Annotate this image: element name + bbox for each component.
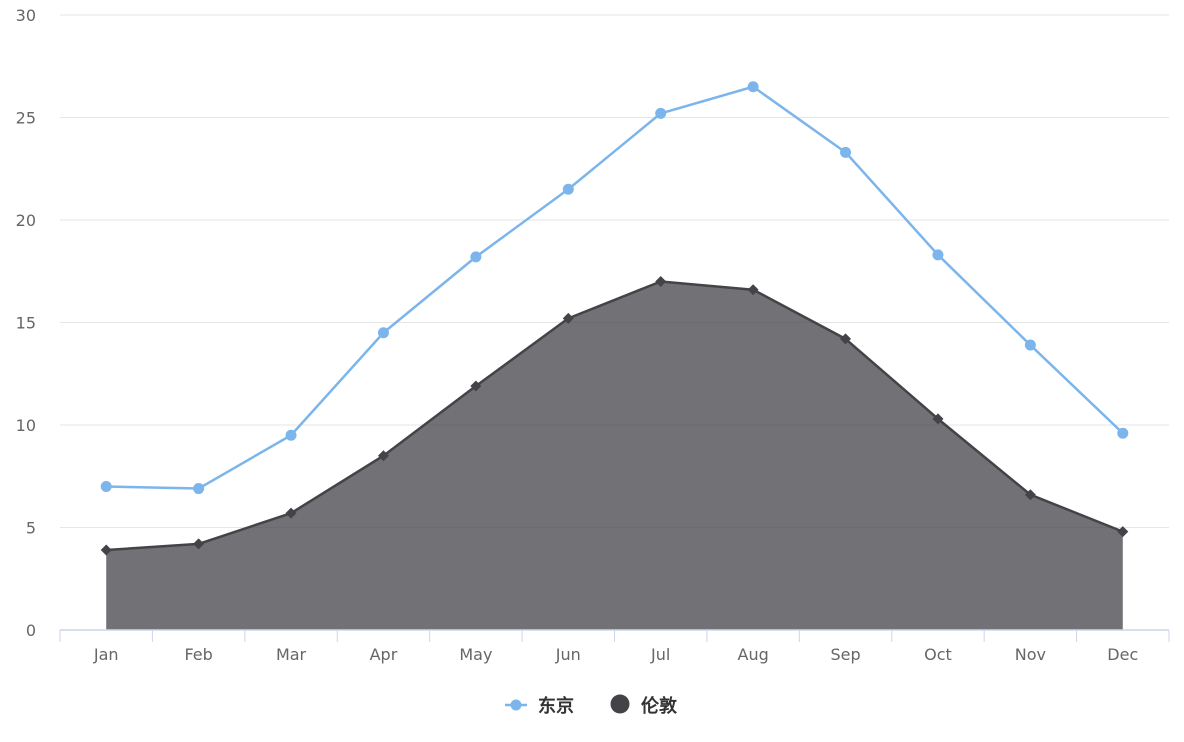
data-point[interactable]	[562, 183, 574, 195]
y-tick-label: 10	[16, 416, 36, 435]
data-point[interactable]	[377, 450, 389, 462]
legend-item-1[interactable]: 伦敦	[610, 694, 678, 718]
data-point[interactable]	[840, 333, 852, 345]
legend-item-0[interactable]: 东京	[505, 695, 574, 717]
x-tick-label: Jun	[555, 645, 581, 664]
legend-marker-symbol	[610, 694, 630, 714]
x-tick-label: Oct	[924, 645, 952, 664]
data-point[interactable]	[655, 107, 667, 119]
data-point[interactable]	[747, 81, 759, 93]
data-point[interactable]	[100, 544, 112, 556]
y-tick-label: 15	[16, 314, 36, 333]
legend-label: 伦敦	[641, 695, 678, 717]
x-tick-label: Feb	[184, 645, 212, 664]
data-point[interactable]	[932, 413, 944, 425]
x-tick-label: May	[459, 645, 492, 664]
legend[interactable]: 东京 伦敦	[505, 694, 678, 718]
data-point[interactable]	[747, 284, 759, 296]
x-tick-label: Dec	[1107, 645, 1138, 664]
y-tick-label: 25	[16, 109, 36, 128]
x-tick-label: Nov	[1015, 645, 1046, 664]
data-point[interactable]	[470, 380, 482, 392]
data-point[interactable]	[655, 276, 667, 287]
data-point[interactable]	[377, 327, 389, 339]
x-tick-label: Aug	[738, 645, 769, 664]
data-point[interactable]	[193, 483, 205, 495]
marker-layer[interactable]	[100, 81, 1129, 556]
series-line-1	[104, 280, 1125, 552]
line-series-layer	[104, 85, 1125, 552]
x-tick-label: Mar	[276, 645, 307, 664]
data-point[interactable]	[1117, 526, 1129, 538]
data-point[interactable]	[1117, 427, 1129, 439]
x-axis-labels: Jan Feb Mar Apr May Jun Jul Aug Sep Oct Nov Dec	[93, 645, 1138, 664]
data-point[interactable]	[840, 146, 852, 158]
data-point[interactable]	[285, 507, 297, 519]
area-series-layer	[106, 281, 1123, 630]
legend-label: 东京	[538, 695, 574, 717]
x-tick-label: Jan	[93, 645, 119, 664]
y-tick-label: 5	[26, 519, 36, 538]
legend-marker-symbol	[510, 699, 522, 711]
series-area-1	[106, 281, 1123, 630]
series-line-0	[104, 85, 1125, 490]
data-point[interactable]	[1024, 489, 1036, 501]
y-axis-labels: 0 5 10 15 20 25 30	[16, 6, 36, 640]
data-point[interactable]	[932, 249, 944, 261]
data-point[interactable]	[1024, 339, 1036, 351]
y-tick-label: 0	[26, 621, 36, 640]
x-tick-label: Jul	[650, 645, 670, 664]
y-tick-label: 30	[16, 6, 36, 25]
data-point[interactable]	[193, 538, 205, 550]
x-tick-label: Apr	[370, 645, 398, 664]
data-point[interactable]	[285, 429, 297, 441]
data-point[interactable]	[562, 312, 574, 324]
x-tick-label: Sep	[830, 645, 860, 664]
y-tick-label: 20	[16, 211, 36, 230]
data-point[interactable]	[100, 481, 112, 492]
x-axis	[59, 629, 1170, 642]
data-point[interactable]	[470, 251, 482, 263]
